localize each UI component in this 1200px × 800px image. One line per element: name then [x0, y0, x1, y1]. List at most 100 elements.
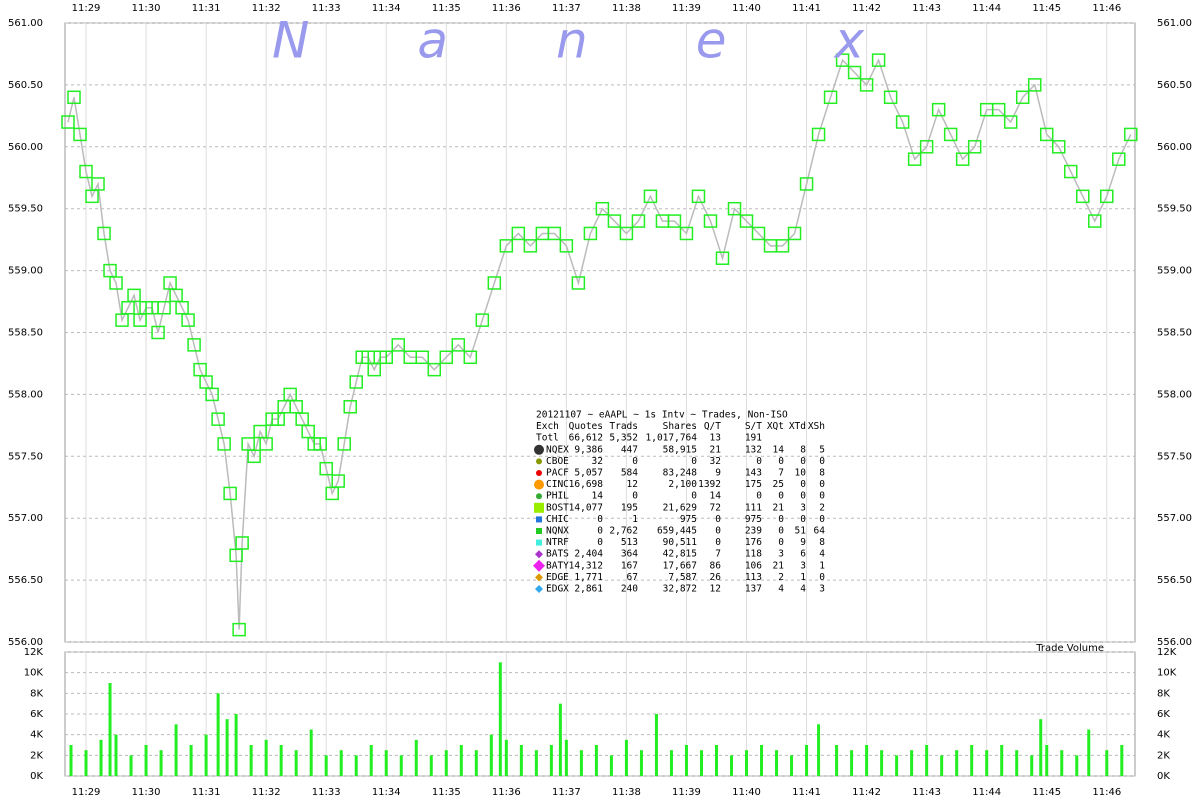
- y-tick-label: 561.00: [8, 18, 43, 29]
- x-tick-label: 11:42: [852, 787, 881, 798]
- trade-marker: [1100, 189, 1114, 204]
- trade-marker: [583, 226, 598, 241]
- x-tick-label-top: 11:44: [972, 3, 1001, 14]
- volume-bar: [955, 750, 959, 776]
- table-cell: 0: [756, 491, 762, 502]
- x-tick-label-top: 11:43: [912, 3, 941, 14]
- table-cell: 14,312: [569, 560, 603, 571]
- trade-marker: [931, 102, 946, 117]
- table-cell: 0: [778, 537, 784, 548]
- volume-bar: [189, 745, 193, 776]
- table-cell: 4: [800, 584, 806, 595]
- volume-bar: [558, 703, 562, 776]
- volume-bar: [1045, 745, 1049, 776]
- volume-bar: [429, 755, 433, 776]
- x-tick-label-top: 11:30: [132, 3, 161, 14]
- table-total: 66,612: [569, 433, 603, 444]
- table-cell: 1: [632, 514, 638, 525]
- volume-bar: [699, 750, 703, 776]
- table-total: 5,352: [609, 433, 638, 444]
- y-tick-label: 558.00: [8, 389, 43, 400]
- volume-bar: [1030, 755, 1034, 776]
- table-cell: 86: [710, 560, 722, 571]
- watermark: Nanex: [272, 12, 972, 70]
- trade-marker: [1015, 90, 1030, 105]
- y-tick-label: 10K: [24, 668, 44, 679]
- table-cell: 1: [819, 560, 825, 571]
- volume-bar: [225, 719, 229, 776]
- trade-marker: [667, 214, 682, 228]
- table-cell: 0: [756, 456, 762, 467]
- exchange-marker: [536, 470, 542, 476]
- table-cell: 8: [819, 537, 825, 548]
- y-tick-label-right: 556.00: [1157, 637, 1192, 648]
- table-cell: BATY: [546, 560, 569, 571]
- y-tick-label-right: 560.50: [1157, 80, 1192, 91]
- volume-bar: [1075, 755, 1079, 776]
- volume-bar: [745, 750, 749, 776]
- trade-marker: [859, 78, 874, 92]
- x-tick-label-top: 11:41: [792, 3, 821, 14]
- volume-bar: [594, 745, 598, 776]
- table-cell: 5,057: [574, 468, 603, 479]
- table-cell: NQNX: [546, 526, 569, 537]
- y-tick-label-right: 557.00: [1157, 513, 1192, 524]
- table-cell: 42,815: [663, 549, 697, 560]
- trade-marker: [499, 239, 514, 253]
- table-cell: 3: [800, 560, 806, 571]
- table-cell: 0: [800, 514, 806, 525]
- trade-marker: [109, 276, 123, 290]
- exchange-marker: [536, 539, 542, 546]
- table-cell: 0: [597, 514, 603, 525]
- volume-bar: [264, 739, 268, 776]
- volume-bar: [369, 745, 373, 776]
- volume-bar: [69, 745, 73, 776]
- table-cell: 32,872: [663, 584, 697, 595]
- table-cell: 2: [778, 572, 784, 583]
- table-cell: 584: [621, 468, 638, 479]
- volume-bar: [498, 662, 502, 776]
- trade-marker: [331, 474, 345, 488]
- volume-bar: [459, 745, 463, 776]
- table-cell: 0: [715, 537, 721, 548]
- table-cell: 67: [627, 572, 638, 583]
- trade-marker: [1088, 214, 1102, 228]
- trade-marker: [871, 53, 886, 67]
- table-cell: 3: [778, 549, 784, 560]
- volume-bar: [895, 755, 899, 776]
- table-cell: NTRF: [546, 537, 569, 548]
- table-cell: 12: [627, 479, 638, 490]
- table-cell: 0: [632, 456, 638, 467]
- trade-marker: [595, 201, 610, 216]
- table-cell: 0: [819, 479, 825, 490]
- volume-bar: [504, 739, 508, 776]
- y-tick-label: 560.50: [8, 80, 43, 91]
- trade-marker: [91, 177, 105, 191]
- table-header: Q/T: [704, 421, 721, 432]
- table-cell: 0: [800, 479, 806, 490]
- x-tick-label: 11:30: [132, 787, 161, 798]
- trade-marker: [523, 239, 538, 253]
- exchange-marker: [534, 479, 544, 490]
- table-cell: 0: [778, 491, 784, 502]
- table-cell: 0: [715, 514, 721, 525]
- trade-marker: [1112, 152, 1126, 166]
- volume-bar: [790, 755, 794, 776]
- trade-marker: [259, 437, 273, 451]
- trade-marker: [571, 276, 586, 290]
- trade-marker: [547, 226, 562, 241]
- table-cell: 132: [745, 444, 762, 455]
- volume-bar: [1000, 745, 1004, 776]
- table-cell: 8: [800, 444, 806, 455]
- table-cell: 21: [710, 444, 722, 455]
- trade-marker: [415, 350, 430, 365]
- table-cell: 3: [800, 502, 806, 513]
- table-cell: 5: [819, 444, 825, 455]
- trade-marker: [97, 226, 111, 241]
- table-cell: 0: [819, 491, 825, 502]
- volume-bar: [925, 745, 929, 776]
- y-tick-label: 556.00: [8, 637, 43, 648]
- volume-bar: [609, 755, 613, 776]
